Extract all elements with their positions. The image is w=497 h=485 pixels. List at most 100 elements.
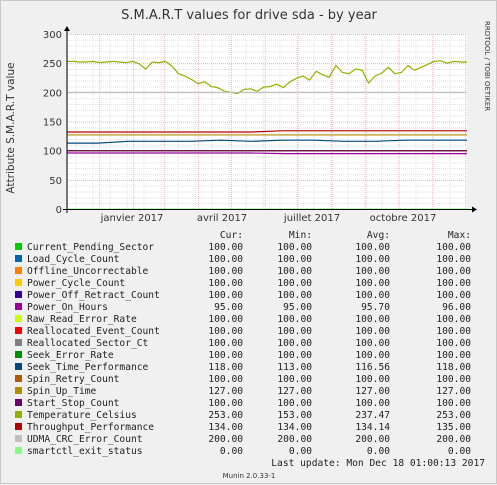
y-tick-label: 300: [43, 30, 62, 41]
legend-stat-value: 100.00: [355, 326, 390, 337]
legend-stat-value: 100.00: [277, 338, 312, 349]
legend-stat-value: 100.00: [277, 314, 312, 325]
legend-stat-value: 100.00: [208, 290, 243, 301]
legend-series-name: Power_Cycle_Count: [27, 278, 125, 289]
legend-stat-value: 237.47: [355, 410, 390, 421]
chart-title: S.M.A.R.T values for drive sda - by year: [121, 8, 377, 23]
legend-series-name: smartctl_exit_status: [27, 446, 143, 457]
legend-series-name: Reallocated_Sector_Ct: [27, 338, 148, 349]
legend-stat-value: 100.00: [208, 350, 243, 361]
legend-stat-value: 100.00: [355, 266, 390, 277]
legend-stat-value: 100.00: [208, 314, 243, 325]
legend-stat-value: 100.00: [436, 350, 471, 361]
legend-swatch: [15, 399, 22, 406]
last-update: Last update: Mon Dec 18 01:00:13 2017: [271, 458, 485, 469]
legend-stat-value: 100.00: [208, 374, 243, 385]
legend-series-name: Reallocated_Event_Count: [27, 326, 160, 337]
legend-stat-value: 0.00: [289, 446, 312, 457]
legend-stat-value: 100.00: [436, 398, 471, 409]
legend-stat-value: 200.00: [355, 434, 390, 445]
legend-stat-value: 134.14: [355, 422, 390, 433]
legend-stat-value: 100.00: [436, 290, 471, 301]
legend-stat-value: 95.70: [361, 302, 390, 313]
legend-series-name: Spin_Retry_Count: [27, 374, 119, 385]
legend-stat-value: 100.00: [355, 374, 390, 385]
legend-stat-value: 100.00: [436, 314, 471, 325]
legend-series-name: Power_On_Hours: [27, 302, 108, 313]
legend-stat-value: 100.00: [436, 326, 471, 337]
legend-swatch: [15, 339, 22, 346]
legend-series-name: Seek_Error_Rate: [27, 350, 114, 361]
legend-stat-value: 100.00: [355, 242, 390, 253]
legend-series-name: Throughput_Performance: [27, 422, 154, 433]
legend-stat-value: 100.00: [277, 398, 312, 409]
legend-stat-value: 127.00: [208, 386, 243, 397]
legend-stat-value: 127.00: [436, 386, 471, 397]
x-tick-label: juillet 2017: [283, 213, 340, 224]
legend-stat-value: 100.00: [355, 314, 390, 325]
y-tick-label: 0: [56, 205, 62, 216]
legend-stat-value: 200.00: [208, 434, 243, 445]
legend-header-avg: Avg:: [367, 230, 390, 241]
legend-swatch: [15, 267, 22, 274]
legend-stat-value: 100.00: [436, 338, 471, 349]
legend-stat-value: 100.00: [277, 326, 312, 337]
legend-stat-value: 95.00: [283, 302, 312, 313]
munin-version: Munin 2.0.33-1: [223, 472, 276, 480]
legend-stat-value: 253.00: [208, 410, 243, 421]
legend-stat-value: 134.00: [208, 422, 243, 433]
legend-swatch: [15, 363, 22, 370]
legend-stat-value: 100.00: [436, 242, 471, 253]
legend-stat-value: 100.00: [208, 254, 243, 265]
legend-stat-value: 100.00: [355, 398, 390, 409]
legend-header-cur: Cur:: [220, 230, 243, 241]
legend-stat-value: 100.00: [208, 266, 243, 277]
legend-stat-value: 118.00: [208, 362, 243, 373]
legend-swatch: [15, 327, 22, 334]
legend-stat-value: 100.00: [355, 254, 390, 265]
legend-stat-value: 100.00: [277, 350, 312, 361]
legend-stat-value: 153.00: [277, 410, 312, 421]
y-axis-arrow: [64, 26, 70, 31]
legend-swatch: [15, 435, 22, 442]
legend-stat-value: 134.00: [277, 422, 312, 433]
legend-header-max: Max:: [448, 230, 471, 241]
x-tick-label: janvier 2017: [100, 213, 164, 224]
legend-stat-value: 113.00: [277, 362, 312, 373]
legend-stat-value: 96.00: [442, 302, 471, 313]
y-tick-label: 250: [43, 59, 62, 70]
legend-series-name: Offline_Uncorrectable: [27, 266, 149, 277]
legend-swatch: [15, 255, 22, 262]
legend-stat-value: 100.00: [436, 254, 471, 265]
legend-stat-value: 100.00: [436, 266, 471, 277]
series-line: [67, 60, 467, 95]
legend-stat-value: 200.00: [436, 434, 471, 445]
legend-stat-value: 100.00: [277, 242, 312, 253]
legend-stat-value: 100.00: [436, 278, 471, 289]
legend-stat-value: 100.00: [277, 290, 312, 301]
legend-stat-value: 100.00: [277, 254, 312, 265]
legend-stat-value: 100.00: [355, 290, 390, 301]
legend-series-name: Power_Off_Retract_Count: [27, 290, 160, 301]
legend-swatch: [15, 279, 22, 286]
y-tick-label: 100: [43, 147, 62, 158]
y-axis-label: Attribute S.M.A.R.T value: [5, 62, 17, 193]
legend-stat-value: 0.00: [367, 446, 390, 457]
legend-stat-value: 100.00: [208, 398, 243, 409]
legend-stat-value: 127.00: [277, 386, 312, 397]
legend-stat-value: 100.00: [208, 278, 243, 289]
legend-series-name: Raw_Read_Error_Rate: [27, 314, 137, 325]
legend-stat-value: 95.00: [214, 302, 243, 313]
series-line: [67, 152, 467, 155]
legend-stat-value: 118.00: [436, 362, 471, 373]
legend-swatch: [15, 303, 22, 310]
series-line: [67, 139, 467, 144]
legend-stat-value: 100.00: [277, 266, 312, 277]
legend-swatch: [15, 291, 22, 298]
legend-stat-value: 100.00: [436, 374, 471, 385]
legend-swatch: [15, 315, 22, 322]
legend-swatch: [15, 411, 22, 418]
legend-stat-value: 0.00: [448, 446, 471, 457]
legend-stat-value: 100.00: [208, 338, 243, 349]
